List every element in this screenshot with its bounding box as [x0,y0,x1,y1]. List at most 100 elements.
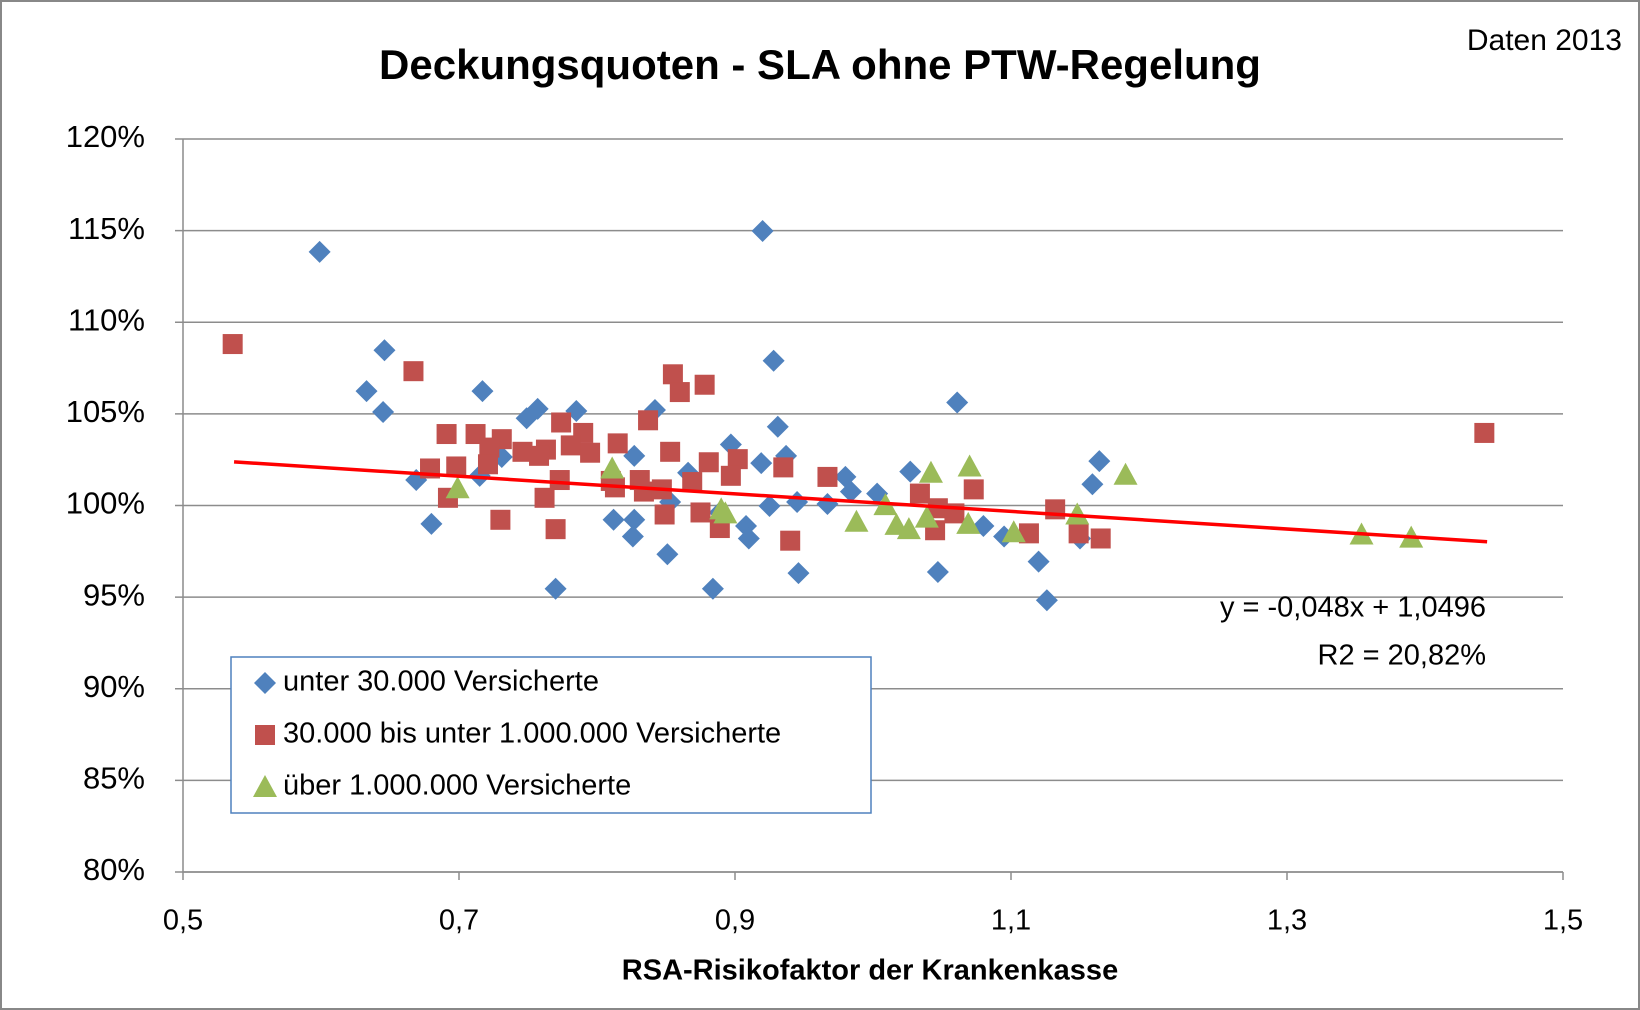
data-point [544,577,567,600]
data-point [560,435,581,456]
data-point [817,466,838,487]
data-point [727,449,748,470]
data-point [751,219,774,242]
legend-box [230,656,872,814]
data-point [926,561,949,584]
data-point [551,412,572,433]
data-point [602,508,625,531]
data-point [1035,589,1058,612]
data-point [633,481,654,502]
data-point [479,437,500,458]
data-point [580,442,601,463]
trend-annotation: R2 = 20,82% [1318,640,1486,672]
data-point [1018,523,1039,544]
y-tick-label: 80% [83,852,145,887]
data-point [656,543,679,566]
data-point [607,433,628,454]
y-tick-label: 85% [83,761,145,796]
data-point [839,480,862,503]
x-tick-label: 1,1 [991,905,1031,937]
data-point [373,339,396,362]
data-point [372,401,395,424]
data-point [946,391,969,414]
data-point [780,530,801,551]
x-tick-label: 0,9 [715,905,755,937]
data-point [1081,473,1104,496]
legend-label: 30.000 bis unter 1.000.000 Versicherte [283,718,781,750]
data-point [694,374,715,395]
data-point [1113,462,1138,485]
data-point [896,517,921,540]
data-point [1090,528,1111,549]
data-point [1068,523,1089,544]
legend-marker [255,725,275,745]
data-point [512,441,533,462]
chart-subtitle: Daten 2013 [1467,24,1622,57]
data-point [654,504,675,525]
data-point [445,476,470,499]
data-point [963,479,984,500]
data-point [713,501,738,524]
data-point [660,441,681,462]
x-tick-label: 0,7 [439,905,479,937]
data-point [899,460,922,483]
trend-annotation: y = -0,048x + 1,0496 [1220,592,1486,624]
data-point [600,456,625,479]
data-point [446,456,467,477]
legend: unter 30.000 Versicherte 30.000 bis unter… [230,656,872,814]
data-point [490,509,511,530]
data-point [355,380,378,403]
data-point [914,505,939,528]
data-point [420,512,443,535]
data-point [956,511,981,534]
data-point [534,487,555,508]
data-point [549,470,570,491]
data-point [957,454,982,477]
data-point [471,380,494,403]
data-point [766,415,789,438]
y-tick-label: 110% [68,302,145,337]
data-point [773,457,794,478]
data-point [529,445,550,466]
y-tick-label: 120% [66,119,145,154]
data-point [787,562,810,585]
data-point [844,509,869,532]
data-point [737,527,760,550]
legend-label: über 1.000.000 Versicherte [283,770,631,802]
data-point [720,465,741,486]
data-point [758,495,781,518]
x-tick-label: 1,3 [1267,905,1307,937]
y-tick-label: 95% [83,577,145,612]
x-axis-label: RSA-Risikofaktor der Krankenkasse [622,955,1118,987]
x-tick-label: 0,5 [163,905,203,937]
data-point [690,502,711,523]
legend-marker [253,775,277,797]
y-tick-label: 100% [66,486,145,521]
data-point [621,525,644,548]
data-point [623,508,646,531]
data-point [750,452,773,475]
data-point [682,472,703,493]
data-point [1001,520,1026,543]
data-point [1065,502,1090,525]
y-tick-label: 90% [83,669,145,704]
legend-label: unter 30.000 Versicherte [283,666,599,698]
trend-line [233,460,1488,544]
data-point [477,454,498,475]
chart-title: Deckungsquoten - SLA ohne PTW-Regelung [379,41,1261,88]
data-point [698,452,719,473]
data-point [545,519,566,540]
x-tick-label: 1,5 [1543,905,1583,937]
y-tick-label: 105% [66,394,145,429]
data-point [638,410,659,431]
data-point [1027,550,1050,573]
data-point [662,364,683,385]
data-point [701,577,724,600]
data-point [669,382,690,403]
data-point [1088,450,1111,473]
data-point [762,349,785,372]
legend-marker [254,672,276,694]
data-point [909,483,930,504]
data-point [308,240,331,263]
data-point [1474,422,1495,443]
